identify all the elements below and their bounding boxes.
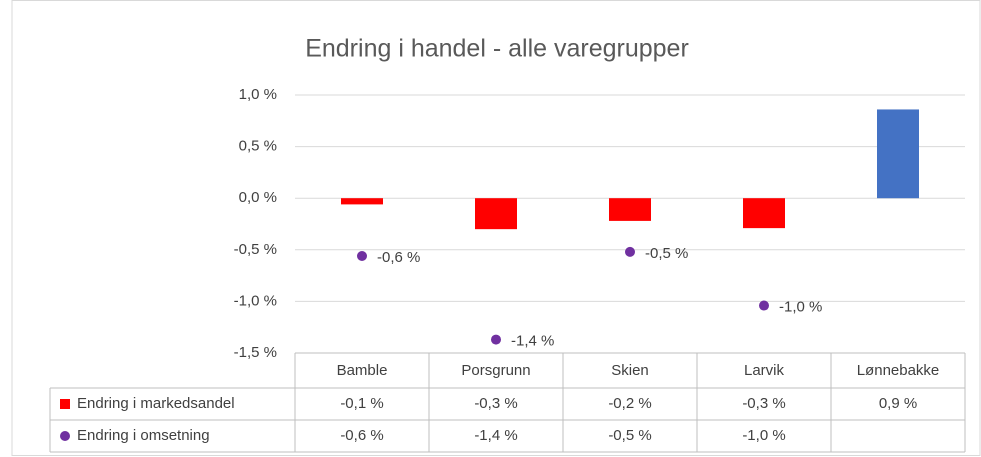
point [625, 246, 635, 257]
y-tick-label: 1,0 % [239, 86, 277, 103]
data-label: -0,6 % [377, 249, 420, 266]
x-tick-label: Porsgrunn [461, 362, 530, 379]
y-tick-label: 0,0 % [239, 189, 277, 206]
y-tick-label: -0,5 % [234, 241, 277, 258]
table-cell: -0,3 % [474, 395, 517, 412]
data-label: -1,4 % [511, 333, 554, 350]
bar [475, 198, 517, 230]
data-label: -0,5 % [645, 245, 688, 262]
table-cell: -0,2 % [608, 395, 651, 412]
point [491, 334, 501, 345]
point [759, 300, 769, 311]
legend-swatch [60, 431, 70, 441]
table-cell: 0,9 % [879, 395, 917, 412]
x-tick-label: Bamble [337, 362, 388, 379]
y-tick-label: 0,5 % [239, 138, 277, 155]
bar [341, 198, 383, 205]
table-cell: -1,4 % [474, 427, 517, 444]
chart-title: Endring i handel - alle varegrupper [305, 35, 689, 63]
point [357, 250, 367, 261]
table-cell: -1,0 % [742, 427, 785, 444]
y-tick-label: -1,0 % [234, 292, 277, 309]
legend-swatch [60, 399, 70, 409]
legend-label: Endring i markedsandel [77, 395, 235, 412]
x-tick-label: Larvik [744, 362, 785, 379]
table-cell: -0,1 % [340, 395, 383, 412]
bar [743, 198, 785, 229]
bar [877, 109, 919, 199]
x-tick-label: Lønnebakke [857, 362, 940, 379]
bar [609, 198, 651, 221]
legend-label: Endring i omsetning [77, 427, 210, 444]
table-cell: -0,6 % [340, 427, 383, 444]
x-tick-label: Skien [611, 362, 649, 379]
table-cell: -0,5 % [608, 427, 651, 444]
table-cell: -0,3 % [742, 395, 785, 412]
y-tick-label: -1,5 % [234, 344, 277, 361]
data-label: -1,0 % [779, 298, 822, 315]
